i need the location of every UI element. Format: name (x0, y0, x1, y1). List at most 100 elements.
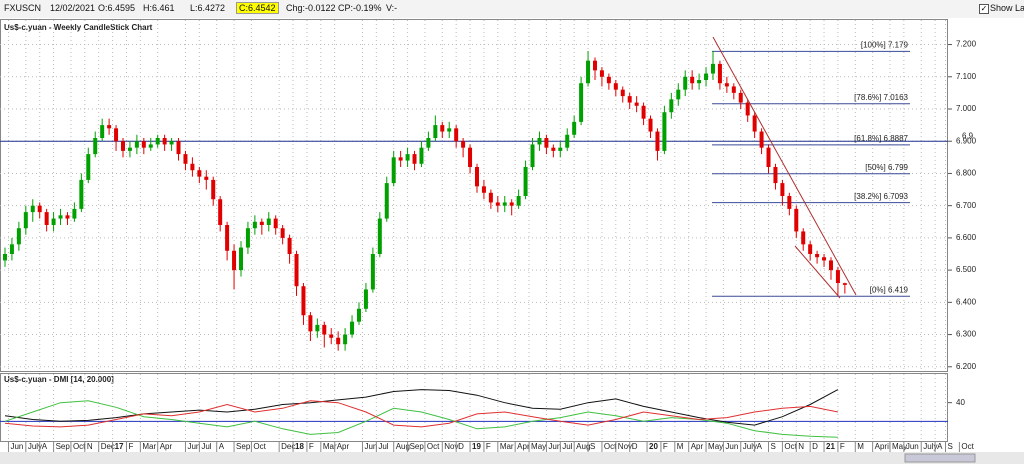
candle-body (488, 192, 493, 203)
candle-body (204, 176, 209, 180)
candle-body (801, 231, 806, 245)
date: 12/02/2021 (50, 3, 96, 13)
y-tick-label: 6.800 (956, 169, 977, 178)
y-tick-label: 6.600 (956, 233, 977, 242)
candle-body (745, 102, 750, 116)
x-tick-label: July (923, 442, 937, 451)
candle-body (245, 228, 250, 248)
candle-body (731, 86, 736, 93)
x-tick-label: D (458, 442, 464, 451)
candle-body (433, 125, 438, 138)
close: C:6.4542 (236, 2, 279, 14)
candle-body (842, 283, 847, 285)
chart: Us$-c.yuan - Weekly CandleStick Chart Us… (0, 18, 1024, 464)
x-tick-label: Jul (562, 442, 572, 451)
scrollbar[interactable] (0, 452, 1024, 464)
candle-body (225, 225, 230, 251)
candle-body (391, 157, 396, 184)
y-tick-label: 7.100 (956, 72, 977, 81)
show-last-checkbox[interactable]: ✓ (979, 4, 989, 14)
candle-body (662, 112, 667, 151)
candle-body (717, 63, 722, 84)
x-tick-label: Oct (961, 442, 974, 451)
x-tick-label: Jul (378, 442, 388, 451)
candle-body (738, 92, 743, 103)
candle-body (16, 228, 21, 245)
x-tick-label: Dec (281, 442, 295, 451)
x-tick-label: Jun (364, 442, 377, 451)
x-tick-label: M (857, 442, 864, 451)
x-tick-label: Sep (56, 442, 71, 451)
y-tick-label: 7.200 (956, 40, 977, 49)
y-tick-label: 6.500 (956, 265, 977, 274)
x-tick-label: Mar (142, 442, 156, 451)
candle-body (169, 141, 174, 145)
x-tick-label: Apr (337, 442, 350, 451)
candle-body (447, 128, 452, 132)
price-panel (0, 19, 948, 372)
x-tick-label: A (219, 442, 225, 451)
candle-body (148, 144, 153, 148)
candle-body (676, 89, 681, 100)
candle-body (218, 199, 223, 225)
candle-body (759, 131, 764, 148)
x-tick-label: F (663, 442, 668, 451)
background (0, 18, 1024, 464)
candle-body (100, 125, 105, 138)
candle-body (259, 221, 264, 225)
change: Chg:-0.0122 (286, 3, 336, 13)
candle-body (86, 154, 91, 180)
x-tick-label: Nov (444, 442, 458, 451)
x-tick-label: Sep (410, 442, 425, 451)
candle-body (544, 138, 549, 148)
candle-body (2, 254, 7, 261)
candle-body (176, 141, 181, 155)
candle-body (468, 147, 473, 167)
candle-body (822, 257, 827, 261)
candle-body (280, 228, 285, 238)
fib-label: [50%] 6.799 (865, 163, 908, 172)
y-tick-label: 6.700 (956, 201, 977, 210)
x-tick-label: Oct (73, 442, 86, 451)
candle-body (162, 138, 167, 145)
candle-body (516, 196, 521, 206)
candle-body (412, 154, 417, 164)
horizontal-line-label: 6.9 (962, 131, 974, 140)
volume: V:- (386, 3, 398, 13)
candle-body (398, 157, 403, 161)
x-tick-label: Nov (618, 442, 632, 451)
candle-body (294, 254, 299, 287)
show-last-label[interactable]: Show Last (990, 3, 1024, 13)
candle-body (315, 324, 320, 332)
candle-body (37, 205, 42, 213)
candle-body (586, 60, 591, 84)
open: O:6.4595 (98, 3, 136, 13)
x-tick-label: N (87, 442, 93, 451)
candle-body (481, 186, 486, 193)
candle-body (363, 289, 368, 309)
y-tick-label: 6.900 (956, 136, 977, 145)
candle-body (93, 138, 98, 155)
candle-body (558, 147, 563, 151)
candle-body (190, 163, 195, 171)
x-tick-label: Jun (548, 442, 561, 451)
y-tick-label: 40 (956, 398, 965, 407)
fib-label: [61.8%] 6.8887 (854, 134, 908, 143)
x-tick-label: N (798, 442, 804, 451)
candle-body (454, 128, 459, 142)
scroll-buttons[interactable] (904, 453, 976, 463)
x-tick-label: Aug (576, 442, 590, 451)
candle-body (30, 205, 35, 213)
candle-body (579, 83, 584, 122)
candle-body (613, 83, 618, 90)
x-tick-label: Oct (784, 442, 797, 451)
candle-body (551, 147, 556, 151)
candle-body (51, 218, 56, 225)
candle-body (794, 208, 799, 232)
x-tick-label: F (309, 442, 314, 451)
x-tick-label: Jun (187, 442, 200, 451)
candle-body (79, 179, 84, 209)
candle-body (773, 167, 778, 184)
x-tick-label: Sep (236, 442, 251, 451)
